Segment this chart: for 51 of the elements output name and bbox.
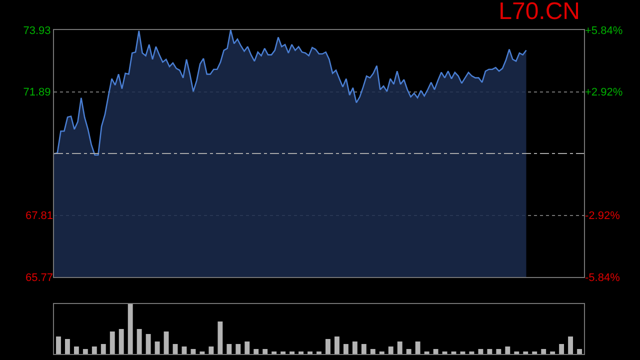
y2-tick-label: +2.92% bbox=[585, 86, 623, 99]
bar bbox=[568, 336, 573, 354]
bar bbox=[136, 329, 142, 354]
bar bbox=[415, 342, 420, 354]
bar bbox=[128, 304, 133, 354]
bar bbox=[334, 336, 340, 354]
bar bbox=[82, 349, 88, 354]
bar bbox=[254, 349, 259, 354]
bar bbox=[218, 322, 223, 354]
bar bbox=[505, 346, 510, 354]
bar bbox=[433, 349, 438, 354]
bar bbox=[343, 344, 348, 354]
bar bbox=[397, 342, 402, 354]
bar bbox=[65, 339, 70, 354]
bar bbox=[244, 342, 250, 354]
y-tick-label: 67.81 bbox=[25, 210, 53, 222]
bar bbox=[164, 332, 169, 354]
bar bbox=[146, 334, 151, 354]
bar bbox=[577, 349, 582, 354]
y2-tick-label: -2.92% bbox=[585, 210, 620, 222]
bar bbox=[56, 336, 61, 354]
bar bbox=[182, 346, 187, 354]
bar bbox=[236, 344, 241, 354]
bar bbox=[326, 339, 330, 354]
bar bbox=[541, 349, 546, 354]
bar bbox=[388, 346, 394, 354]
bar bbox=[154, 342, 160, 354]
bar bbox=[190, 349, 196, 354]
y-tick-label: 71.89 bbox=[23, 86, 51, 99]
bar bbox=[496, 349, 502, 354]
bar bbox=[74, 346, 79, 354]
y-tick-label: 65.77 bbox=[25, 272, 53, 284]
bar bbox=[559, 344, 564, 354]
bar bbox=[478, 349, 484, 354]
y2-tick-label: -5.84% bbox=[585, 272, 620, 284]
bar bbox=[110, 332, 115, 354]
y2-tick-label: +5.84% bbox=[585, 24, 623, 37]
y-tick-label: 73.93 bbox=[23, 24, 51, 37]
bar bbox=[406, 349, 412, 354]
bar bbox=[172, 344, 178, 354]
bar bbox=[361, 344, 366, 354]
bar bbox=[352, 342, 358, 354]
bar bbox=[370, 349, 376, 354]
chart-title: L70.CN bbox=[498, 0, 580, 25]
bar bbox=[92, 346, 97, 354]
bar bbox=[262, 349, 268, 354]
bar bbox=[226, 344, 232, 354]
bar bbox=[100, 344, 106, 354]
bar bbox=[487, 349, 492, 354]
bar bbox=[208, 346, 214, 354]
bar bbox=[118, 329, 124, 354]
